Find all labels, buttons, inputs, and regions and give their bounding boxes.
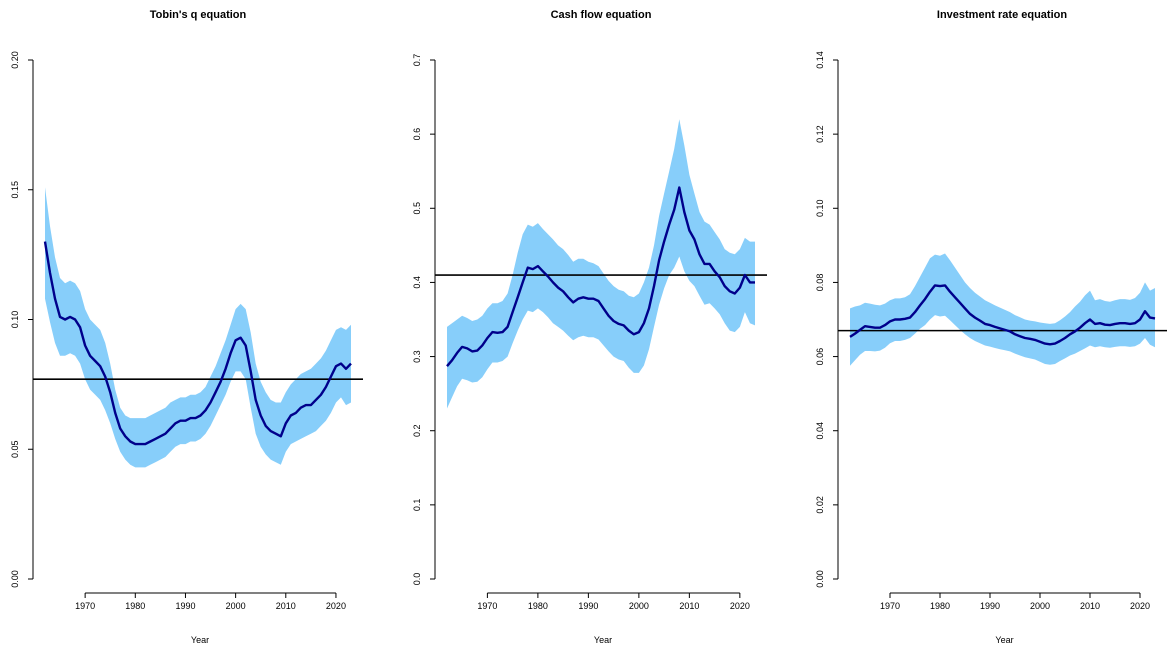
y-tick-label: 0.00 (815, 570, 825, 588)
estimate-line (849, 284, 1156, 346)
y-tick-label: 0.5 (412, 202, 422, 215)
x-tick-label: 2000 (1030, 601, 1050, 611)
x-tick-label: 2010 (276, 601, 296, 611)
plot-area (435, 119, 767, 409)
plot-area (838, 253, 1167, 366)
y-tick-label: 0.3 (412, 350, 422, 363)
chart-panel-1: Tobin's q equation 0.00 0.05 0.10 0.15 0.20 19… (10, 9, 363, 645)
chart-panel-3: Investment rate equation 0.00 0.02 0.04 0.06… (815, 9, 1167, 645)
x-tick-label: 1990 (578, 601, 598, 611)
x-tick-label: 2010 (1080, 601, 1100, 611)
x-axis-title: Year (191, 635, 209, 645)
y-tick-label: 0.10 (815, 200, 825, 218)
x-tick-label: 2000 (629, 601, 649, 611)
x-tick-label: 1980 (930, 601, 950, 611)
x-tick-label: 1980 (528, 601, 548, 611)
panel-title: Tobin's q equation (150, 9, 247, 21)
y-tick-label: 0.0 (412, 573, 422, 586)
y-tick-label: 0.04 (815, 422, 825, 440)
x-axis-title: Year (995, 635, 1013, 645)
x-tick-label: 2020 (326, 601, 346, 611)
x-tick-label: 2020 (730, 601, 750, 611)
confidence-band (45, 187, 351, 468)
x-axis-title: Year (594, 635, 612, 645)
x-tick-label: 2010 (679, 601, 699, 611)
x-tick-label: 1980 (125, 601, 145, 611)
y-tick-label: 0.02 (815, 496, 825, 514)
estimate-line (43, 241, 352, 446)
chart-panel-2: Cash flow equation 0.0 0.1 0.2 0.3 0.4 0.5 0.6 0… (412, 9, 767, 645)
y-tick-label: 0.06 (815, 348, 825, 366)
estimate-line (446, 186, 755, 367)
x-tick-label: 1990 (175, 601, 195, 611)
y-tick-label: 0.4 (412, 276, 422, 289)
confidence-band (850, 253, 1155, 366)
y-tick-label: 0.08 (815, 274, 825, 292)
panel-title: Cash flow equation (551, 9, 652, 21)
x-tick-label: 1970 (880, 601, 900, 611)
x-tick-label: 2000 (226, 601, 246, 611)
y-tick-label: 0.10 (10, 311, 20, 329)
y-tick-label: 0.12 (815, 125, 825, 143)
y-tick-label: 0.7 (412, 54, 422, 67)
x-tick-label: 1970 (477, 601, 497, 611)
x-tick-label: 1990 (980, 601, 1000, 611)
x-tick-label: 1970 (75, 601, 95, 611)
y-tick-label: 0.20 (10, 51, 20, 69)
y-tick-label: 0.15 (10, 181, 20, 199)
y-tick-label: 0.00 (10, 570, 20, 588)
y-tick-label: 0.1 (412, 499, 422, 512)
y-tick-label: 0.14 (815, 51, 825, 69)
panel-title: Investment rate equation (937, 9, 1067, 21)
y-tick-label: 0.05 (10, 440, 20, 458)
y-tick-label: 0.6 (412, 128, 422, 141)
y-tick-label: 0.2 (412, 424, 422, 437)
x-tick-label: 2020 (1130, 601, 1150, 611)
plot-area (33, 187, 363, 468)
